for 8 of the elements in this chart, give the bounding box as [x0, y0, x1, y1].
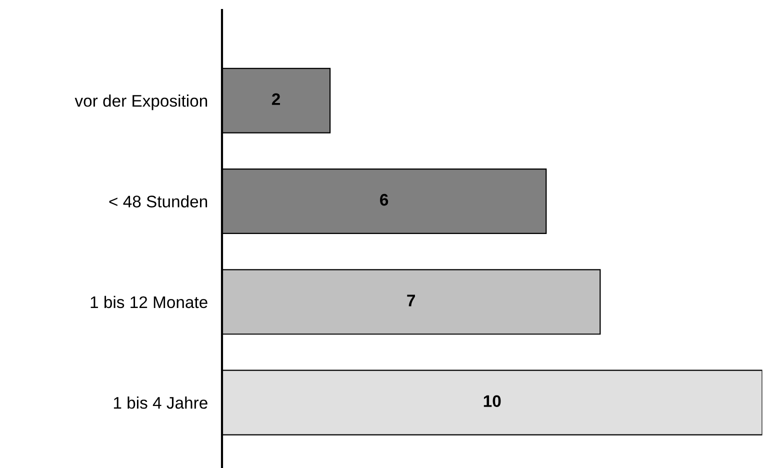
y-tick-label: < 48 Stunden	[109, 195, 208, 208]
data-label: 10	[484, 395, 501, 408]
y-tick-label: vor der Exposition	[74, 94, 208, 110]
data-label: 7	[407, 294, 415, 306]
y-tick-label: 1 bis 4 Jahre	[114, 396, 208, 409]
y-tick-label: 1 bis 12 Monate	[90, 296, 208, 308]
data-label: 6	[380, 194, 388, 206]
data-label: 2	[272, 93, 280, 105]
